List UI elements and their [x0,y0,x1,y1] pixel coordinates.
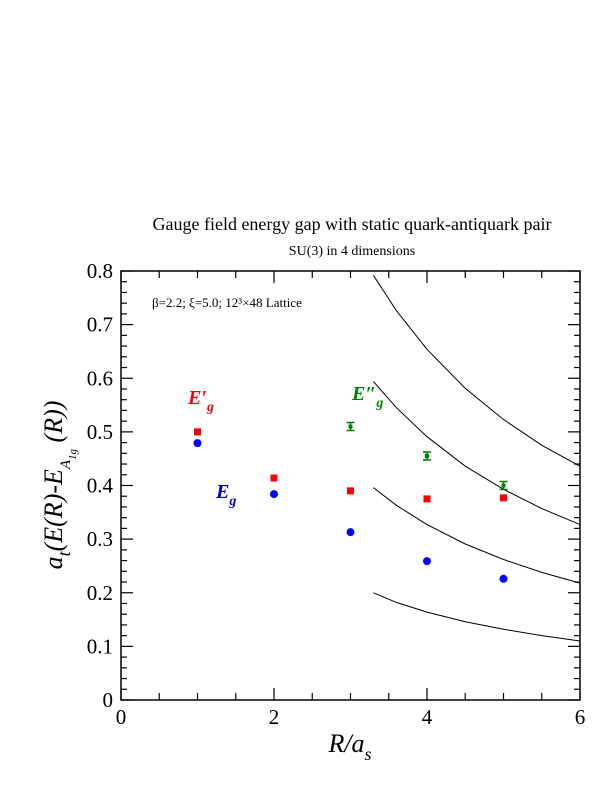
axis-ticks [120,270,581,701]
series-label-eprime-g: E′g [187,387,214,415]
curve-4 [372,275,581,467]
x-axis-label: R/as [327,729,371,764]
point-center [348,424,353,429]
y-tick-label: 0.6 [87,366,113,390]
data-point-eg [193,439,202,448]
curve-2 [373,487,581,584]
data-point-eg [346,528,355,537]
x-tick-label: 0 [116,705,127,729]
data-point-edoubleprime-g [346,421,355,432]
y-tick-label: 0.3 [87,527,113,551]
y-tick-label: 0.7 [87,313,113,337]
y-tick-label: 0.5 [87,420,113,444]
y-tick-label: 0 [103,688,114,712]
data-marks [193,421,508,583]
data-point-edoubleprime-g [423,451,431,461]
point-center [425,454,429,459]
fit-curves [372,275,581,642]
data-point-eg [270,490,278,499]
data-point-eprime-g [194,428,201,436]
point-center [501,483,506,488]
data-point-eprime-g [347,487,354,495]
data-point-eg [499,574,508,583]
x-tick-label: 2 [269,705,280,729]
chart-subtitle: SU(3) in 4 dimensions [289,244,415,259]
data-point-eprime-g [423,495,431,503]
series-label-e-g: Eg [215,481,236,509]
data-point-eg [423,557,431,566]
curve-3 [373,381,581,526]
data-point-edoubleprime-g [499,480,508,491]
y-tick-label: 0.2 [87,581,113,605]
x-tick-label: 6 [575,705,586,729]
x-tick-label: 4 [422,705,433,729]
chart-title: Gauge field energy gap with static quark… [152,214,551,234]
data-point-eprime-g [500,494,507,502]
lattice-annotation: β=2.2; ξ=5.0; 12³×48 Lattice [152,295,302,310]
y-tick-label: 0.1 [87,634,113,658]
tick-labels: 0 2 4 6 0 0.1 0.2 0.3 0.4 0.5 0.6 0.7 0.8 [87,259,586,729]
plot-frame [120,270,581,701]
y-tick-label: 0.8 [87,259,113,283]
data-point-eprime-g [270,474,278,482]
y-tick-label: 0.4 [87,474,114,498]
y-axis-label: at(E(R)-EA1g (R)) [39,401,79,570]
curve-1 [373,592,581,642]
series-label-edoubleprime-g: E″g [351,383,383,411]
